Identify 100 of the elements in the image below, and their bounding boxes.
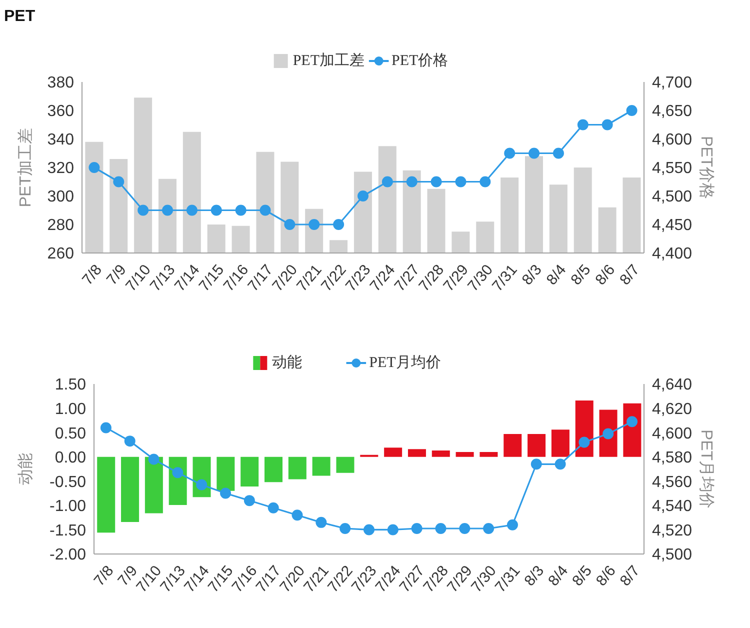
- y-tick-label: 1.00: [54, 400, 86, 418]
- y-tick-label: -0.50: [50, 474, 86, 491]
- y2-tick-label: 4,540: [652, 498, 692, 516]
- point: [528, 148, 540, 159]
- y2-tick-label: 4,640: [652, 376, 692, 394]
- point: [578, 436, 590, 448]
- bar: [408, 449, 426, 457]
- point: [162, 204, 174, 216]
- bar: [216, 456, 235, 491]
- point: [340, 523, 351, 534]
- x-tick-label: 7/8: [90, 562, 118, 590]
- bar: [528, 434, 546, 457]
- y-tick-label: -1.50: [50, 522, 86, 540]
- point: [435, 523, 446, 534]
- point: [308, 219, 320, 230]
- y2-tick-label: 4,580: [652, 450, 692, 467]
- bar: [144, 456, 163, 514]
- y-tick-label: 1.50: [54, 376, 86, 394]
- bar: [288, 456, 306, 480]
- y2-tick-label: 4,600: [652, 425, 692, 442]
- point: [358, 190, 368, 202]
- y2-tick-label: 4,500: [652, 188, 692, 206]
- y-tick-label: -2.00: [50, 546, 86, 564]
- point: [626, 105, 638, 116]
- x-tick-label: 8/6: [592, 261, 619, 288]
- chart-title: PET: [4, 8, 36, 26]
- point: [268, 502, 279, 514]
- bar: [432, 450, 450, 457]
- x-tick-label: 8/7: [616, 562, 644, 590]
- point: [172, 467, 184, 478]
- point: [100, 422, 112, 434]
- y2-tick-label: 4,620: [652, 400, 692, 418]
- y2-tick-label: 4,450: [652, 217, 692, 234]
- legend-label: PET价格: [392, 52, 448, 70]
- bar: [121, 456, 140, 522]
- y2-tick-label: 4,520: [652, 522, 692, 540]
- point: [284, 219, 296, 230]
- y-tick-label: 280: [47, 217, 74, 234]
- point: [387, 524, 398, 536]
- bar: [456, 452, 474, 457]
- point: [554, 458, 566, 470]
- y-tick-label: 0.00: [54, 450, 86, 467]
- bar: [384, 448, 402, 457]
- point: [186, 204, 198, 216]
- point: [292, 510, 303, 521]
- point: [113, 176, 124, 188]
- point: [210, 204, 222, 216]
- point: [364, 524, 374, 536]
- x-tick-label: 8/5: [569, 562, 596, 590]
- y-tick-label: 260: [47, 246, 74, 263]
- point: [626, 416, 638, 428]
- legend-label: 动能: [272, 354, 302, 372]
- point: [260, 204, 271, 216]
- y-tick-label: 340: [47, 132, 74, 149]
- y2-tick-label: 4,700: [652, 74, 692, 92]
- y2-tick-label: 4,500: [652, 546, 692, 564]
- y2-axis-title: PET月均价: [698, 429, 714, 509]
- y2-axis-title: PET价格: [698, 136, 714, 200]
- point: [602, 119, 613, 130]
- point: [459, 523, 470, 534]
- y-axis-title: 动能: [16, 453, 34, 485]
- y-tick-label: 320: [47, 160, 74, 178]
- y-tick-label: -1.00: [50, 498, 86, 516]
- y-tick-label: 360: [47, 103, 74, 120]
- point: [411, 523, 422, 534]
- y-tick-label: 300: [47, 188, 74, 206]
- x-tick-label: 8/3: [521, 562, 548, 590]
- point: [196, 479, 208, 490]
- point: [138, 204, 149, 216]
- x-tick-label: 8/3: [518, 261, 546, 288]
- y2-tick-label: 4,650: [652, 103, 692, 120]
- y2-tick-label: 4,550: [652, 160, 692, 178]
- point: [244, 495, 255, 506]
- x-tick-label: 7/8: [79, 261, 106, 288]
- point: [504, 148, 516, 159]
- point: [88, 162, 100, 173]
- y2-tick-label: 4,400: [652, 246, 692, 263]
- y-tick-label: 380: [47, 74, 74, 92]
- x-tick-label: 8/6: [592, 562, 620, 590]
- point: [406, 176, 418, 188]
- y2-tick-label: 4,600: [652, 132, 692, 149]
- point: [124, 436, 136, 447]
- y-tick-label: 0.50: [54, 425, 86, 442]
- x-tick-label: 8/7: [616, 261, 644, 288]
- y-axis-title: PET加工差: [16, 128, 34, 208]
- legend-label: PET月均价: [369, 354, 441, 372]
- point: [577, 119, 588, 130]
- y2-tick-label: 4,560: [652, 474, 692, 491]
- point: [333, 219, 344, 230]
- point: [480, 176, 491, 188]
- bar: [312, 456, 330, 476]
- bar: [480, 452, 498, 457]
- point: [506, 519, 518, 530]
- bar: [264, 456, 282, 482]
- point: [430, 176, 442, 188]
- point: [235, 204, 246, 216]
- point: [530, 458, 542, 470]
- point: [552, 148, 564, 159]
- legend-label: PET加工差: [292, 52, 364, 70]
- point: [602, 428, 614, 440]
